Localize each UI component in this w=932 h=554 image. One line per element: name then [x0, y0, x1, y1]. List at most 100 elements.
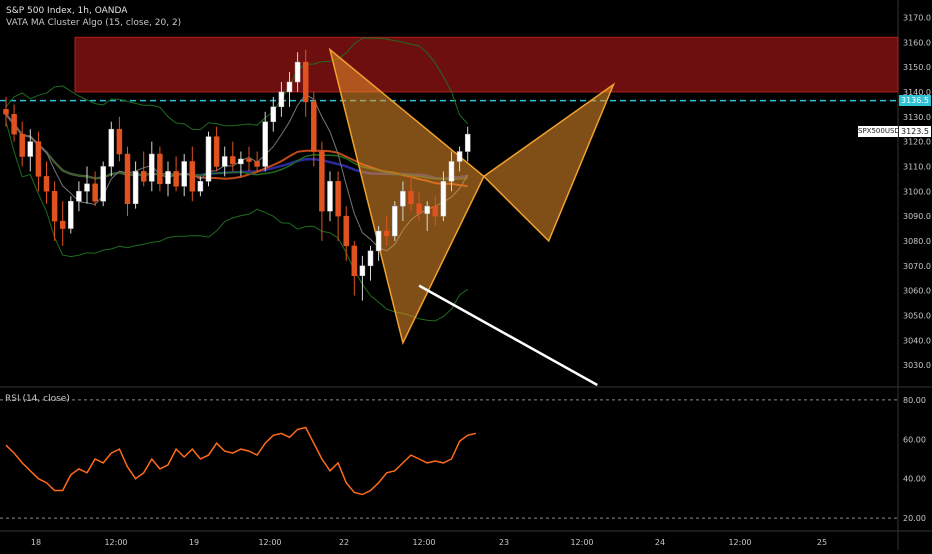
time-tick-label: 25 [817, 538, 827, 547]
price-tick-label: 3120.0 [903, 138, 931, 147]
price-tick-label: 3170.0 [903, 13, 931, 22]
candle-body [294, 61, 301, 83]
price-tick-label: 3030.0 [903, 361, 931, 370]
candle-body [165, 171, 171, 185]
candle-body [84, 183, 90, 192]
price-tick-label: 3140.0 [903, 88, 931, 97]
candle-body [76, 191, 82, 202]
rsi-line [5, 426, 476, 496]
trend-line [418, 284, 598, 387]
candle-body [116, 128, 123, 155]
candle-body [448, 161, 455, 182]
price-tick-label: 3050.0 [903, 311, 931, 320]
time-tick-label: 12:00 [728, 538, 751, 547]
candle-body [311, 101, 317, 152]
candle-body [432, 205, 439, 217]
candle-body [59, 220, 66, 229]
price-tick-label: 3100.0 [903, 187, 931, 196]
candle-body [189, 161, 196, 192]
time-tick-label: 23 [499, 538, 509, 547]
upper-band-line [5, 37, 469, 131]
time-tick-label: 24 [655, 538, 665, 547]
candle-body [278, 91, 285, 108]
candle-body [157, 153, 163, 185]
price-tick-label: 3040.0 [903, 336, 931, 345]
time-tick-label: 12:00 [412, 538, 435, 547]
rsi-tick-label: 40.00 [903, 475, 926, 484]
candle-body [35, 141, 42, 177]
candle-body [221, 156, 228, 167]
candle-body [173, 171, 179, 187]
candle-body [440, 181, 447, 217]
candle-body [230, 156, 236, 165]
harmonic-xab-triangle [328, 47, 485, 345]
lower-band-line [5, 121, 468, 322]
time-tick-label: 22 [339, 538, 349, 547]
candle-body [205, 136, 212, 182]
candle-body [100, 166, 106, 202]
candle-body [238, 158, 244, 165]
resistance-zone [74, 36, 899, 93]
candle-body [262, 121, 268, 167]
candle-body [351, 245, 358, 276]
candle-body [132, 171, 139, 204]
time-tick-label: 19 [189, 538, 199, 547]
candle-body [286, 81, 293, 93]
rsi-tick-label: 20.00 [903, 514, 926, 523]
candle-body [27, 141, 34, 157]
price-tick-label: 3150.0 [903, 63, 931, 72]
candle-body [302, 61, 309, 103]
price-tick-label: 3060.0 [903, 287, 931, 296]
candle-body [3, 109, 9, 115]
candle-body [392, 205, 398, 237]
candle-body [383, 230, 390, 237]
candle-body [197, 181, 204, 192]
candle-body [375, 230, 382, 252]
candle-body [124, 153, 131, 204]
candle-body [456, 151, 463, 162]
time-tick-label: 12:00 [258, 538, 281, 547]
candle-body [424, 205, 430, 214]
candle-body [11, 114, 17, 135]
candle-body [400, 191, 406, 207]
candle-body [254, 161, 260, 167]
candle-body [68, 200, 74, 229]
candle-body [213, 136, 220, 167]
time-tick-label: 12:00 [104, 538, 127, 547]
candle-body [359, 265, 366, 276]
price-tick-label: 3090.0 [903, 212, 931, 221]
resistance-price-tag: 3136.5 [899, 95, 931, 106]
candle-body [19, 133, 25, 157]
indicator-title: VATA MA Cluster Algo (15, close, 20, 2) [6, 18, 182, 28]
candle-body [43, 176, 50, 192]
candle-body [270, 106, 277, 122]
price-tick-label: 3110.0 [903, 162, 931, 171]
rsi-tick-label: 80.00 [903, 396, 926, 405]
time-tick-label: 12:00 [570, 538, 593, 547]
candle-body [343, 215, 349, 247]
time-tick-label: 18 [31, 538, 41, 547]
candle-body [108, 128, 115, 167]
candle-body [92, 183, 98, 202]
candle-body [140, 171, 147, 182]
candle-body [335, 181, 341, 217]
candle-body [246, 158, 252, 162]
candle-body [408, 191, 414, 204]
symbol-price-tag: SPX500USD [858, 126, 900, 137]
candle-body [149, 153, 155, 182]
candle-body [319, 151, 325, 212]
harmonic-bcd-triangle [482, 82, 616, 243]
last-price-tag: 3123.5 [899, 126, 931, 137]
rsi-title: RSI (14, close) [5, 394, 70, 404]
candle-body [51, 191, 58, 222]
price-tick-label: 3080.0 [903, 237, 931, 246]
candle-body [327, 181, 333, 212]
candle-body [464, 133, 471, 152]
price-tick-label: 3160.0 [903, 38, 931, 47]
symbol-title: S&P 500 Index, 1h, OANDA [6, 6, 128, 16]
candle-body [181, 161, 187, 187]
rsi-tick-label: 60.00 [903, 435, 926, 444]
candle-body [416, 203, 422, 214]
